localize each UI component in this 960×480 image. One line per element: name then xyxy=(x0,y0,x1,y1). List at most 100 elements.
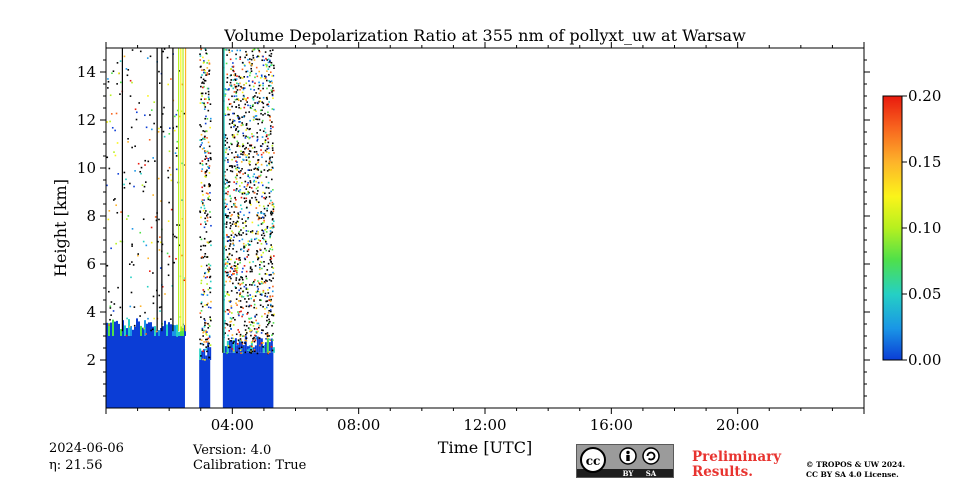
noise-cell xyxy=(255,237,258,240)
noise-cell xyxy=(207,96,210,98)
noise-cell xyxy=(261,222,264,224)
noise-cell xyxy=(251,221,254,224)
noise-cell xyxy=(235,302,237,305)
noise-cell xyxy=(257,239,260,241)
noise-cell xyxy=(240,310,242,313)
noise-cell xyxy=(260,112,262,115)
noise-cell xyxy=(268,250,270,252)
noise-cell xyxy=(227,113,229,116)
noise-cell xyxy=(239,340,241,342)
noise-cell xyxy=(272,203,275,205)
noise-cell xyxy=(244,320,246,323)
noise-cell xyxy=(248,304,251,307)
noise-cell xyxy=(248,74,251,77)
noise-cell xyxy=(225,192,227,195)
noise-cell xyxy=(170,318,172,320)
noise-cell xyxy=(231,105,233,108)
noise-cell xyxy=(208,325,211,327)
noise-cell xyxy=(239,185,241,187)
noise-cell xyxy=(267,105,270,107)
noise-cell xyxy=(241,238,244,241)
noise-cell xyxy=(243,84,246,86)
noise-cell xyxy=(256,101,259,104)
noise-cell xyxy=(257,218,260,221)
noise-cell xyxy=(258,118,261,121)
noise-cell xyxy=(110,113,113,115)
noise-cell xyxy=(230,165,233,167)
noise-cell xyxy=(245,82,248,85)
noise-cell xyxy=(265,57,267,60)
noise-cell xyxy=(265,231,268,233)
noise-cell xyxy=(242,242,245,245)
noise-cell xyxy=(235,258,238,260)
cloud-edge-cell xyxy=(138,321,140,336)
noise-cell xyxy=(205,52,208,55)
noise-cell xyxy=(229,58,232,61)
noise-cell xyxy=(227,258,230,261)
noise-cell xyxy=(257,233,259,235)
noise-cell xyxy=(269,300,272,303)
noise-cell xyxy=(202,86,204,89)
noise-cell xyxy=(225,267,227,270)
noise-cell xyxy=(129,79,132,82)
x-tick-label: 04:00 xyxy=(211,416,254,434)
noise-cell xyxy=(206,303,208,306)
noise-cell xyxy=(239,171,241,174)
noise-cell xyxy=(240,234,243,236)
noise-cell xyxy=(237,212,239,214)
noise-cell xyxy=(208,165,211,167)
noise-cell xyxy=(162,50,165,53)
noise-cell xyxy=(239,211,242,213)
noise-cell xyxy=(258,337,261,339)
noise-cell xyxy=(254,334,256,337)
noise-cell xyxy=(200,48,202,51)
noise-cell xyxy=(226,181,228,184)
noise-cell xyxy=(233,95,236,98)
noise-cell xyxy=(176,109,179,112)
noise-cell xyxy=(256,96,259,98)
noise-cell xyxy=(203,136,206,139)
noise-cell xyxy=(201,74,203,76)
noise-cell xyxy=(269,49,272,52)
noise-cell xyxy=(257,190,259,192)
noise-cell xyxy=(253,340,256,343)
noise-cell xyxy=(235,91,238,93)
noise-cell xyxy=(225,323,228,325)
noise-cell xyxy=(266,207,268,210)
noise-cell xyxy=(250,330,252,333)
noise-cell xyxy=(224,245,227,248)
noise-cell xyxy=(228,185,230,187)
noise-cell xyxy=(207,198,210,201)
noise-cell xyxy=(236,174,238,177)
noise-cell xyxy=(264,75,266,78)
noise-cell xyxy=(140,172,142,175)
noise-cell xyxy=(204,271,207,274)
noise-cell xyxy=(251,230,254,232)
noise-cell xyxy=(203,82,205,85)
noise-cell xyxy=(270,80,273,83)
noise-cell xyxy=(200,257,203,259)
noise-cell xyxy=(240,347,243,350)
noise-cell xyxy=(202,209,205,212)
noise-cell xyxy=(239,107,242,110)
noise-cell xyxy=(125,178,127,181)
noise-cell xyxy=(248,346,251,349)
noise-cell xyxy=(229,195,231,198)
noise-cell xyxy=(153,317,155,320)
cloud-edge-cell xyxy=(178,331,180,336)
noise-cell xyxy=(271,82,273,84)
noise-cell xyxy=(249,160,251,163)
noise-cell xyxy=(232,239,235,242)
noise-cell xyxy=(229,239,231,241)
noise-cell xyxy=(249,150,252,153)
noise-cell xyxy=(231,158,233,161)
cloud-edge-cell xyxy=(182,328,184,336)
noise-cell xyxy=(262,191,264,194)
noise-cell xyxy=(271,262,274,265)
noise-cell xyxy=(200,355,202,357)
noise-cell xyxy=(200,223,202,226)
y-tick-label: 8 xyxy=(86,207,96,225)
noise-cell xyxy=(239,188,242,191)
cloud-edge-cell xyxy=(106,322,108,336)
noise-cell xyxy=(210,300,212,303)
